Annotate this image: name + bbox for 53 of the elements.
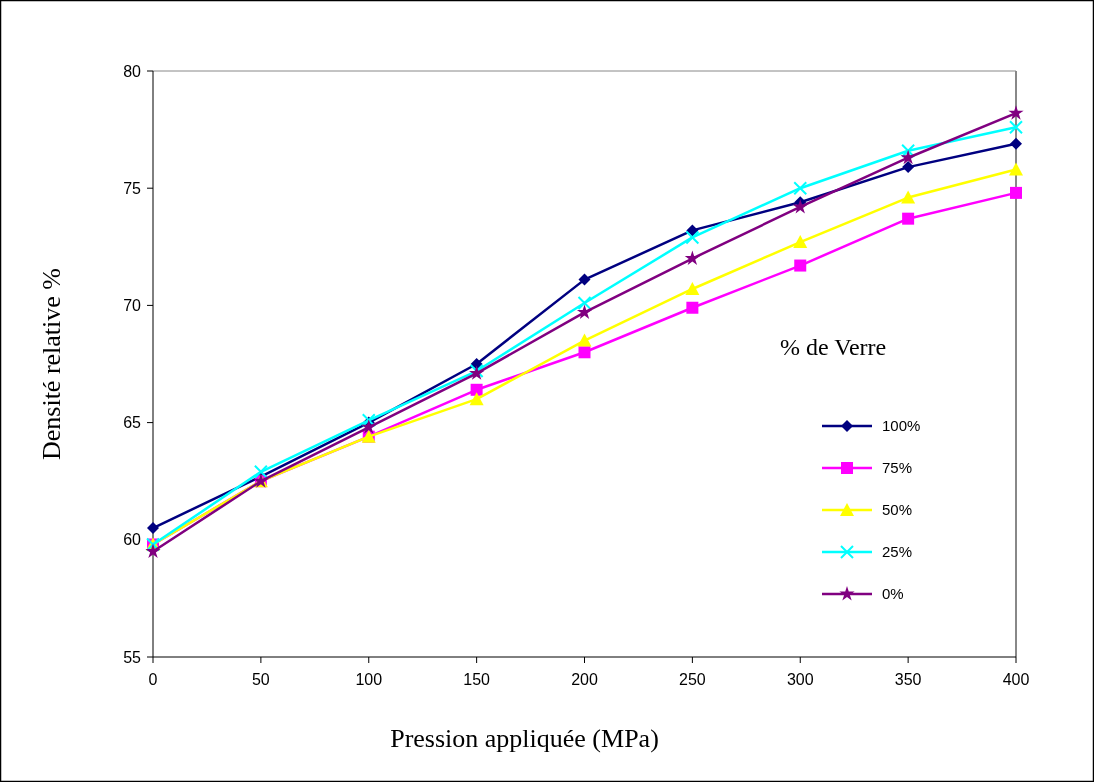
y-tick-label: 75 (123, 179, 142, 197)
point (793, 235, 808, 249)
point (577, 296, 592, 311)
y-tick-label: 60 (123, 531, 142, 549)
point (684, 250, 700, 265)
point (794, 259, 807, 272)
point (470, 383, 483, 396)
point (253, 464, 268, 479)
y-tick-label: 80 (123, 62, 142, 80)
point (147, 522, 159, 535)
point (793, 181, 808, 196)
point (361, 419, 377, 434)
point (1009, 120, 1023, 135)
point (1009, 162, 1023, 176)
legend-title: % de Verre (780, 334, 887, 360)
x-tick-label: 150 (463, 671, 491, 688)
point (578, 273, 591, 286)
point (1010, 137, 1022, 150)
legend-label: 50% (882, 501, 913, 519)
point (900, 149, 916, 165)
point (686, 301, 699, 314)
x-tick-label: 50 (251, 671, 270, 688)
point (792, 198, 808, 214)
point (901, 190, 916, 204)
x-tick-label: 400 (1002, 671, 1030, 688)
x-tick-label: 100 (355, 671, 383, 688)
point (901, 143, 916, 158)
point (1008, 105, 1024, 120)
y-axis-title: Densité relative % (37, 267, 66, 461)
x-tick-label: 0 (148, 671, 158, 688)
point (1010, 186, 1022, 199)
point (578, 346, 591, 359)
point (577, 333, 592, 347)
y-tick-label: 55 (123, 648, 142, 666)
y-tick-label: 65 (123, 414, 142, 432)
legend-label: 75% (882, 459, 913, 477)
legend-label: 0% (882, 585, 904, 603)
point (902, 212, 915, 225)
point (685, 230, 700, 245)
point (145, 543, 161, 558)
point (469, 392, 484, 406)
point (902, 161, 915, 174)
point (685, 281, 700, 295)
x-axis-title: Pression appliquée (MPa) (390, 724, 659, 753)
x-tick-label: 250 (679, 671, 706, 688)
x-tick-label: 300 (786, 671, 814, 688)
point (576, 304, 593, 319)
legend-label: 25% (882, 543, 913, 561)
y-tick-label: 70 (123, 297, 142, 314)
point (686, 224, 699, 237)
legend-label: 100% (882, 417, 921, 435)
x-tick-label: 350 (894, 671, 922, 688)
x-tick-label: 200 (571, 671, 598, 688)
